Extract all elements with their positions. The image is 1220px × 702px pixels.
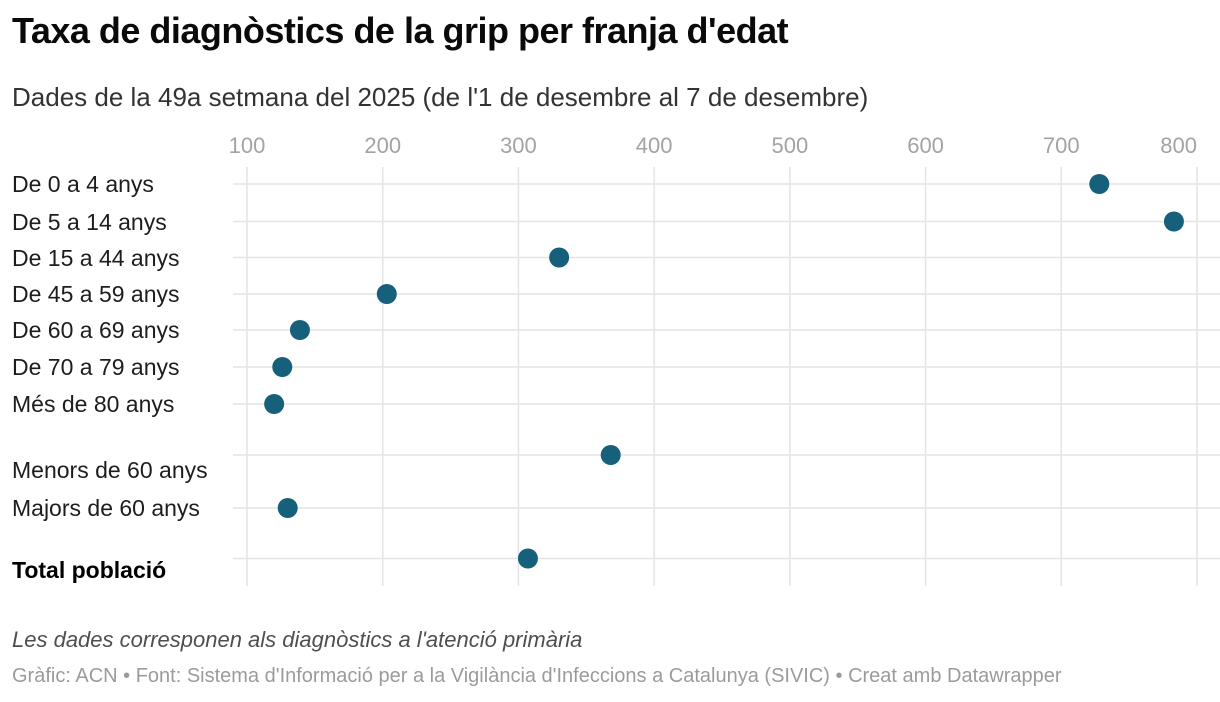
row-label: De 45 a 59 anys bbox=[12, 281, 180, 307]
footnote: Les dades corresponen als diagnòstics a … bbox=[12, 627, 583, 652]
x-axis-tick-label: 400 bbox=[635, 133, 673, 158]
chart-subtitle: Dades de la 49a setmana del 2025 (de l'1… bbox=[12, 82, 869, 112]
data-point[interactable] bbox=[600, 445, 621, 465]
data-point[interactable] bbox=[289, 320, 310, 340]
row-label: De 5 a 14 anys bbox=[12, 208, 167, 235]
row-label: Més de 80 anys bbox=[12, 391, 175, 417]
data-point[interactable] bbox=[517, 548, 538, 569]
x-axis-tick-label: 300 bbox=[500, 133, 537, 158]
data-point[interactable] bbox=[277, 498, 298, 518]
x-axis-tick-label: 100 bbox=[228, 133, 266, 158]
x-axis-tick-label: 700 bbox=[1042, 133, 1080, 158]
x-axis-tick-label: 800 bbox=[1160, 133, 1197, 158]
data-point[interactable] bbox=[376, 284, 397, 304]
data-point[interactable] bbox=[264, 394, 285, 414]
row-label: De 0 a 4 anys bbox=[12, 171, 154, 197]
x-axis-tick-label: 600 bbox=[907, 133, 944, 158]
row-label: Menors de 60 anys bbox=[12, 457, 208, 483]
data-point[interactable] bbox=[272, 357, 293, 377]
row-label: De 70 a 79 anys bbox=[12, 354, 180, 380]
data-point[interactable] bbox=[1089, 174, 1110, 194]
x-axis-tick-label: 200 bbox=[364, 133, 402, 158]
row-label: De 15 a 44 anys bbox=[12, 244, 180, 271]
x-axis-tick-label: 500 bbox=[771, 133, 809, 158]
row-label: De 60 a 69 anys bbox=[12, 317, 180, 343]
data-point[interactable] bbox=[549, 247, 570, 268]
data-point[interactable] bbox=[1163, 211, 1184, 232]
chart-title: Taxa de diagnòstics de la grip per franj… bbox=[12, 10, 789, 51]
row-label: Majors de 60 anys bbox=[12, 495, 200, 521]
byline: Gràfic: ACN • Font: Sistema d'Informació… bbox=[12, 665, 1062, 687]
row-label: Total població bbox=[12, 556, 167, 583]
